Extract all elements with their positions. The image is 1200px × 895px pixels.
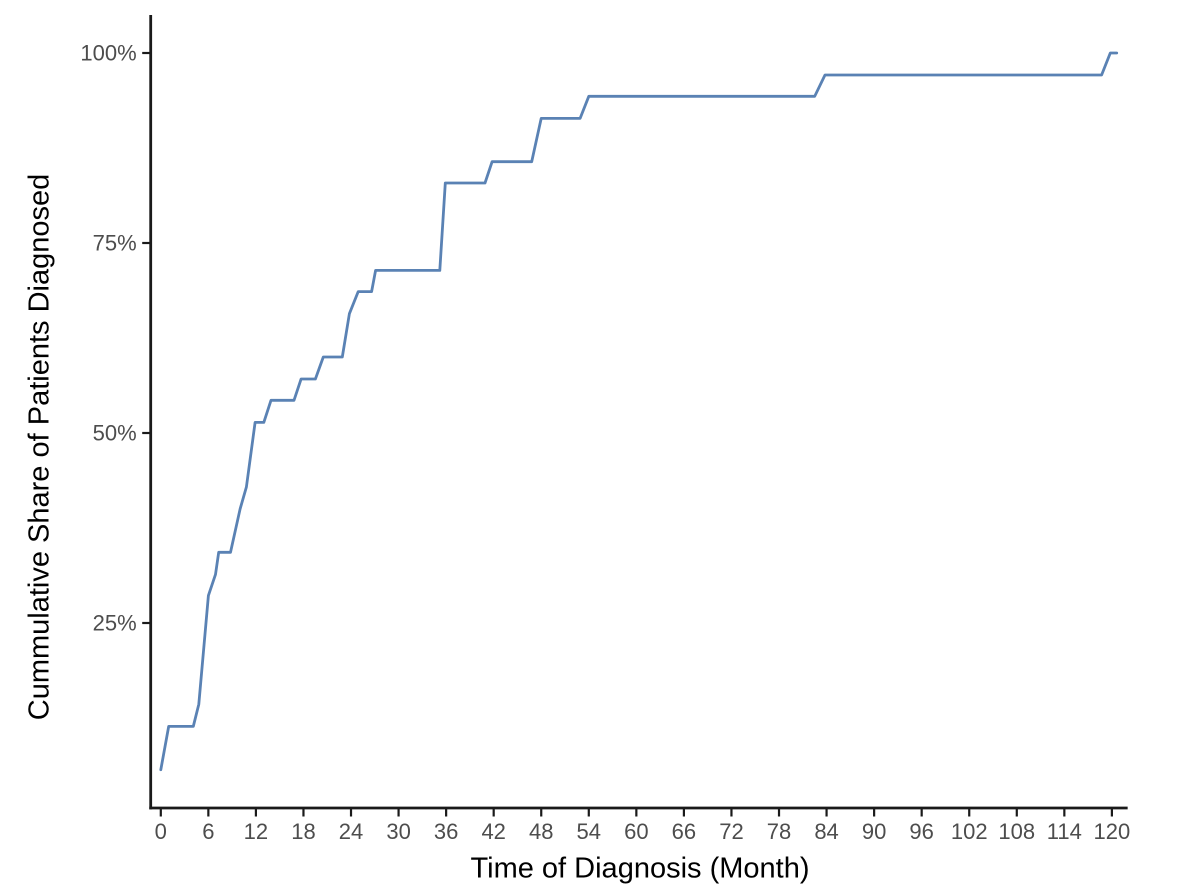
- y-tick-label: 25%: [93, 611, 137, 636]
- x-tick-label: 72: [719, 819, 743, 844]
- x-tick-label: 18: [291, 819, 315, 844]
- axis-ticks: [142, 51, 1113, 817]
- x-tick-label: 0: [155, 819, 167, 844]
- axes: [149, 15, 1128, 810]
- x-tick-label: 6: [202, 819, 214, 844]
- y-tick-label: 50%: [93, 421, 137, 446]
- y-axis-title: Cummulative Share of Patients Diagnosed: [23, 173, 56, 721]
- x-tick-label: 30: [386, 819, 410, 844]
- x-tick-label: 12: [244, 819, 268, 844]
- x-axis-title: Time of Diagnosis (Month): [470, 852, 810, 885]
- x-tick-label: 78: [767, 819, 791, 844]
- cumulative-diagnosis-line: [159, 51, 1119, 772]
- y-tick-label: 100%: [80, 41, 136, 66]
- x-tick-label: 114: [1047, 819, 1082, 844]
- x-tick-label: 108: [998, 819, 1035, 844]
- x-tick-label: 96: [909, 819, 933, 844]
- data-series: [159, 51, 1119, 772]
- y-tick-label: 75%: [93, 231, 137, 256]
- x-tick-label: 48: [529, 819, 553, 844]
- x-tick-label: 90: [862, 819, 886, 844]
- x-tick-label: 102: [951, 819, 988, 844]
- x-tick-label: 120: [1094, 819, 1131, 844]
- x-tick-label: 66: [672, 819, 696, 844]
- x-tick-label: 84: [814, 819, 838, 844]
- x-tick-label: 24: [339, 819, 363, 844]
- x-tick-label: 54: [577, 819, 601, 844]
- x-tick-label: 36: [434, 819, 458, 844]
- x-tick-label: 60: [624, 819, 648, 844]
- axis-tick-labels: 0 6 12 18 24 30 36 42 48 54 60 66 72 78 84 90 96 102 108 11…: [80, 41, 1130, 845]
- x-tick-label: 42: [481, 819, 505, 844]
